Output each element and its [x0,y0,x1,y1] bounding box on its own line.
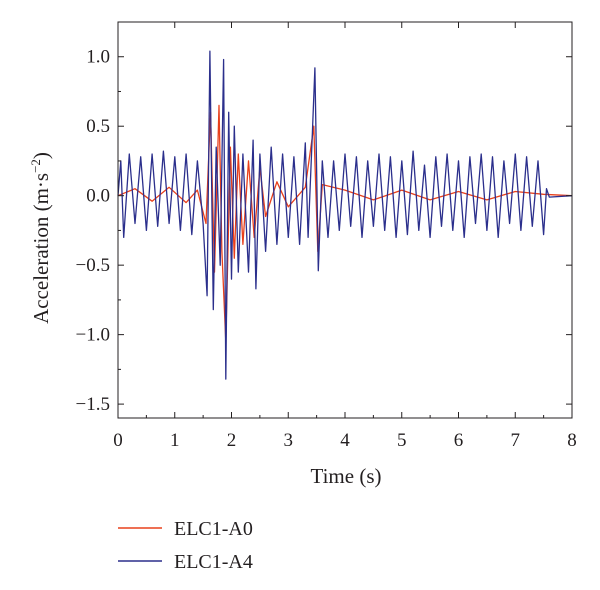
y-tick-label: −1.0 [76,325,110,346]
x-tick-label: 4 [340,430,350,451]
x-tick-label: 7 [511,430,521,451]
x-tick-label: 8 [567,430,577,451]
plot-area [117,50,573,380]
series-line-elc1-a4 [117,50,573,380]
plot-frame [117,21,573,419]
axes: 0 1 2 3 4 5 6 7 8 1.0 0.5 0.0 −0.5 −1.0 −1.5 [76,21,577,451]
x-tick-label: 3 [284,430,294,451]
y-axis-title-exponent: −2 [28,159,43,173]
y-tick-label: −0.5 [76,255,110,276]
legend-label-elc1-a4: ELC1-A4 [174,551,253,573]
y-axis-title-main: Acceleration (m·s [29,173,53,324]
y-tick-label: −1.5 [76,394,110,415]
y-tick-label: 0.0 [86,186,110,207]
y-axis-title: Acceleration (m·s−2) [28,152,53,324]
y-tick-label: 0.5 [86,116,110,137]
x-tick-label: 6 [454,430,464,451]
x-tick-label: 5 [397,430,407,451]
x-axis-title: Time (s) [311,464,382,488]
legend-label-elc1-a0: ELC1-A0 [174,518,253,540]
x-tick-label: 2 [227,430,237,451]
x-tick-label: 0 [113,430,123,451]
x-tick-label: 1 [170,430,180,451]
y-tick-label: 1.0 [86,47,110,68]
series-line-elc1-a0 [117,104,573,343]
y-axis-title-close: ) [29,152,53,159]
legend: ELC1-A0 ELC1-A4 [118,518,253,573]
